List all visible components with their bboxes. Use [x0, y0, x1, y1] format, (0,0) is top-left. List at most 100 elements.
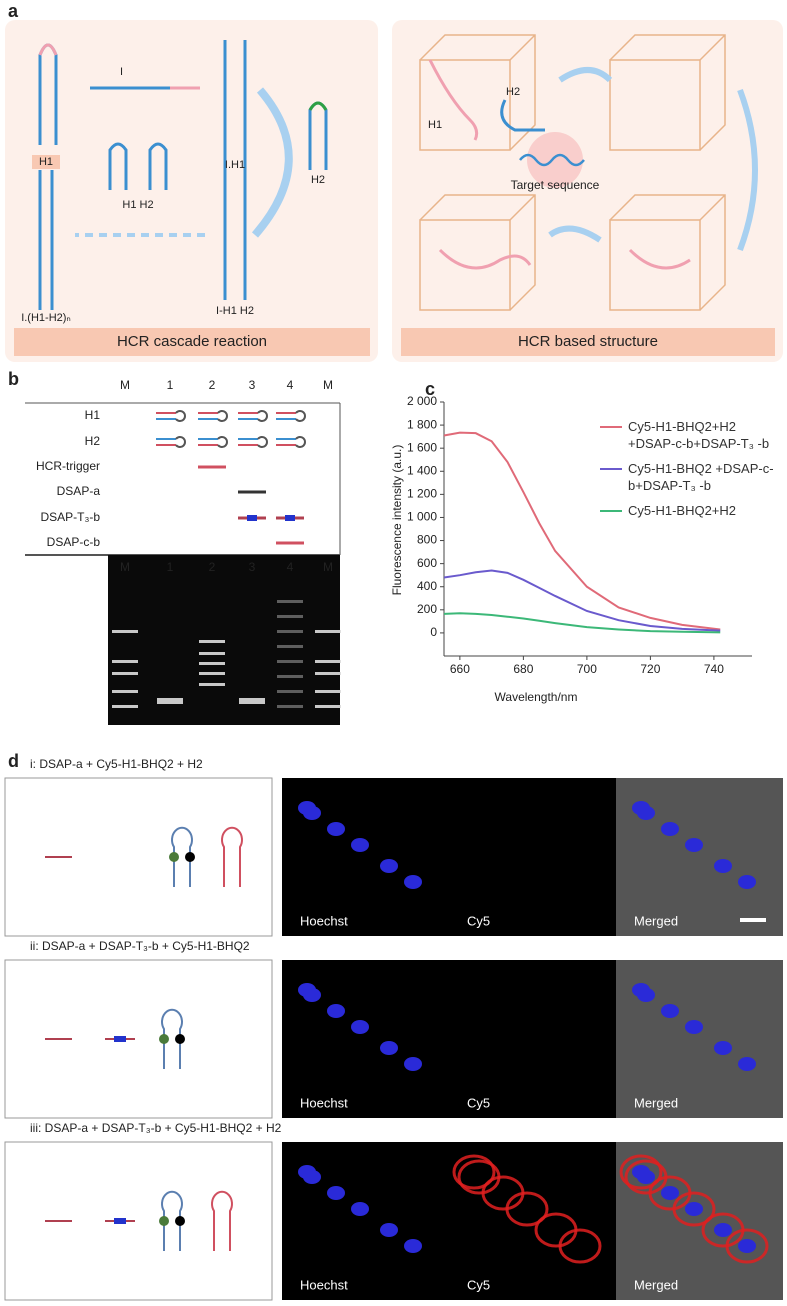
- nucleus: [738, 1239, 756, 1253]
- legend-label: Cy5-H1-BHQ2+H2 +DSAP-c-b+DSAP-T₃ -b: [628, 419, 770, 451]
- line-series: [443, 569, 721, 632]
- gel-band: [315, 672, 341, 675]
- nucleus: [661, 822, 679, 836]
- legend-entry: Cy5-H1-BHQ2 +DSAP-c-b+DSAP-T₃ -b: [600, 460, 780, 494]
- gel-band: [112, 660, 138, 663]
- lane-label: 2: [209, 378, 216, 392]
- glow: [527, 132, 583, 188]
- lane-label: 4: [287, 378, 294, 392]
- lane-label: 1: [167, 378, 174, 392]
- y-tick-label: 200: [417, 602, 437, 616]
- hairpin: [211, 1190, 233, 1251]
- y-tick-label: 1 200: [407, 487, 437, 501]
- row-title: iii: DSAP-a + DSAP-T₃-b + Cy5-H1-BHQ2 + …: [30, 1121, 282, 1135]
- cubes: [419, 34, 726, 311]
- gel-band: [277, 675, 303, 678]
- y-tick-label: 1 600: [407, 440, 437, 454]
- probe-mark: [114, 1036, 126, 1042]
- arrow: [251, 87, 293, 238]
- y-axis-title: Fluorescence intensity (a.u.): [390, 445, 404, 596]
- legend-swatch: [600, 510, 622, 512]
- nucleus: [303, 988, 321, 1002]
- nucleus: [404, 875, 422, 889]
- cytoplasm: [701, 1212, 745, 1248]
- loop: [308, 101, 328, 111]
- y-tick-label: 1 400: [407, 463, 437, 477]
- panel-label: a: [8, 1, 19, 21]
- label-bg: [32, 155, 60, 169]
- hairpin-loop: [217, 436, 228, 448]
- nucleus: [738, 875, 756, 889]
- channel-label: Merged: [634, 913, 678, 928]
- arrow: [558, 67, 613, 83]
- legend-entry: Cy5-H1-BHQ2+H2: [600, 502, 780, 519]
- caption: HCR cascade reaction: [117, 333, 267, 350]
- panel-label: c: [425, 379, 435, 399]
- gel-lane-label: 3: [249, 560, 256, 574]
- panel-label: d: [8, 751, 19, 771]
- gel-band: [199, 652, 225, 655]
- scale-bar: [740, 918, 766, 922]
- nucleus: [685, 1020, 703, 1034]
- hairpin-loop: [257, 410, 268, 422]
- channel-label: Hoechst: [300, 913, 348, 928]
- hairpin-loop: [217, 410, 228, 422]
- fluorophore: [159, 1034, 169, 1044]
- nucleus: [351, 1020, 369, 1034]
- gel-band: [277, 705, 303, 708]
- nucleus: [351, 838, 369, 852]
- hairpin-loop: [175, 436, 186, 448]
- gel-lane-label: 4: [287, 560, 294, 574]
- nucleus: [327, 1186, 345, 1200]
- lane-label: M: [323, 378, 333, 392]
- lane-label: M: [120, 378, 130, 392]
- gel-band: [315, 630, 341, 633]
- nucleus: [637, 988, 655, 1002]
- legend-entry: Cy5-H1-BHQ2+H2 +DSAP-c-b+DSAP-T₃ -b: [600, 418, 780, 452]
- gel-band: [315, 690, 341, 693]
- nucleus: [714, 859, 732, 873]
- x-tick-label: 740: [704, 662, 724, 676]
- channel-label: Cy5: [467, 913, 490, 928]
- fluorophore: [169, 852, 179, 862]
- nucleus: [327, 822, 345, 836]
- gel-band: [315, 705, 341, 708]
- channel-label: Merged: [634, 1095, 678, 1110]
- caption-bar: [401, 328, 775, 356]
- gel-band: [112, 630, 138, 633]
- product: [628, 248, 691, 270]
- lane-label: 3: [249, 378, 256, 392]
- nucleus: [714, 1223, 732, 1237]
- label: H1 H2: [122, 199, 153, 211]
- row-label: DSAP-T₃-b: [40, 510, 100, 524]
- nucleus: [685, 1202, 703, 1216]
- gel-lane-label: 1: [167, 560, 174, 574]
- x-tick-label: 700: [577, 662, 597, 676]
- gel-band: [199, 683, 225, 686]
- nucleus: [637, 806, 655, 820]
- loop: [38, 43, 58, 56]
- product: [438, 248, 532, 270]
- arrow: [737, 88, 758, 252]
- hairpin-loop: [295, 410, 306, 422]
- arrow: [548, 225, 602, 243]
- x-tick-label: 660: [450, 662, 470, 676]
- legend-label: Cy5-H1-BHQ2+H2: [628, 503, 737, 518]
- row-label: DSAP-a: [57, 484, 101, 498]
- micrograph: [449, 1142, 616, 1300]
- row-label: HCR-trigger: [36, 459, 100, 473]
- label: I.H1: [225, 159, 245, 171]
- panel-d: i: DSAP-a + Cy5-H1-BHQ2 + H2 Hoechst Cy5 Me…: [4, 757, 783, 1301]
- gel-band: [199, 640, 225, 643]
- legend-label: Cy5-H1-BHQ2 +DSAP-c-b+DSAP-T₃ -b: [628, 461, 774, 493]
- y-tick-label: 2 000: [407, 394, 437, 408]
- channel-label: Cy5: [467, 1277, 490, 1292]
- line-series: [443, 431, 721, 631]
- label: H1: [428, 119, 442, 131]
- strand-mark: [247, 515, 257, 521]
- gel-lane-label: M: [323, 560, 333, 574]
- row-title: i: DSAP-a + Cy5-H1-BHQ2 + H2: [30, 757, 203, 771]
- hairpin: [171, 826, 193, 887]
- gel-band: [277, 615, 303, 618]
